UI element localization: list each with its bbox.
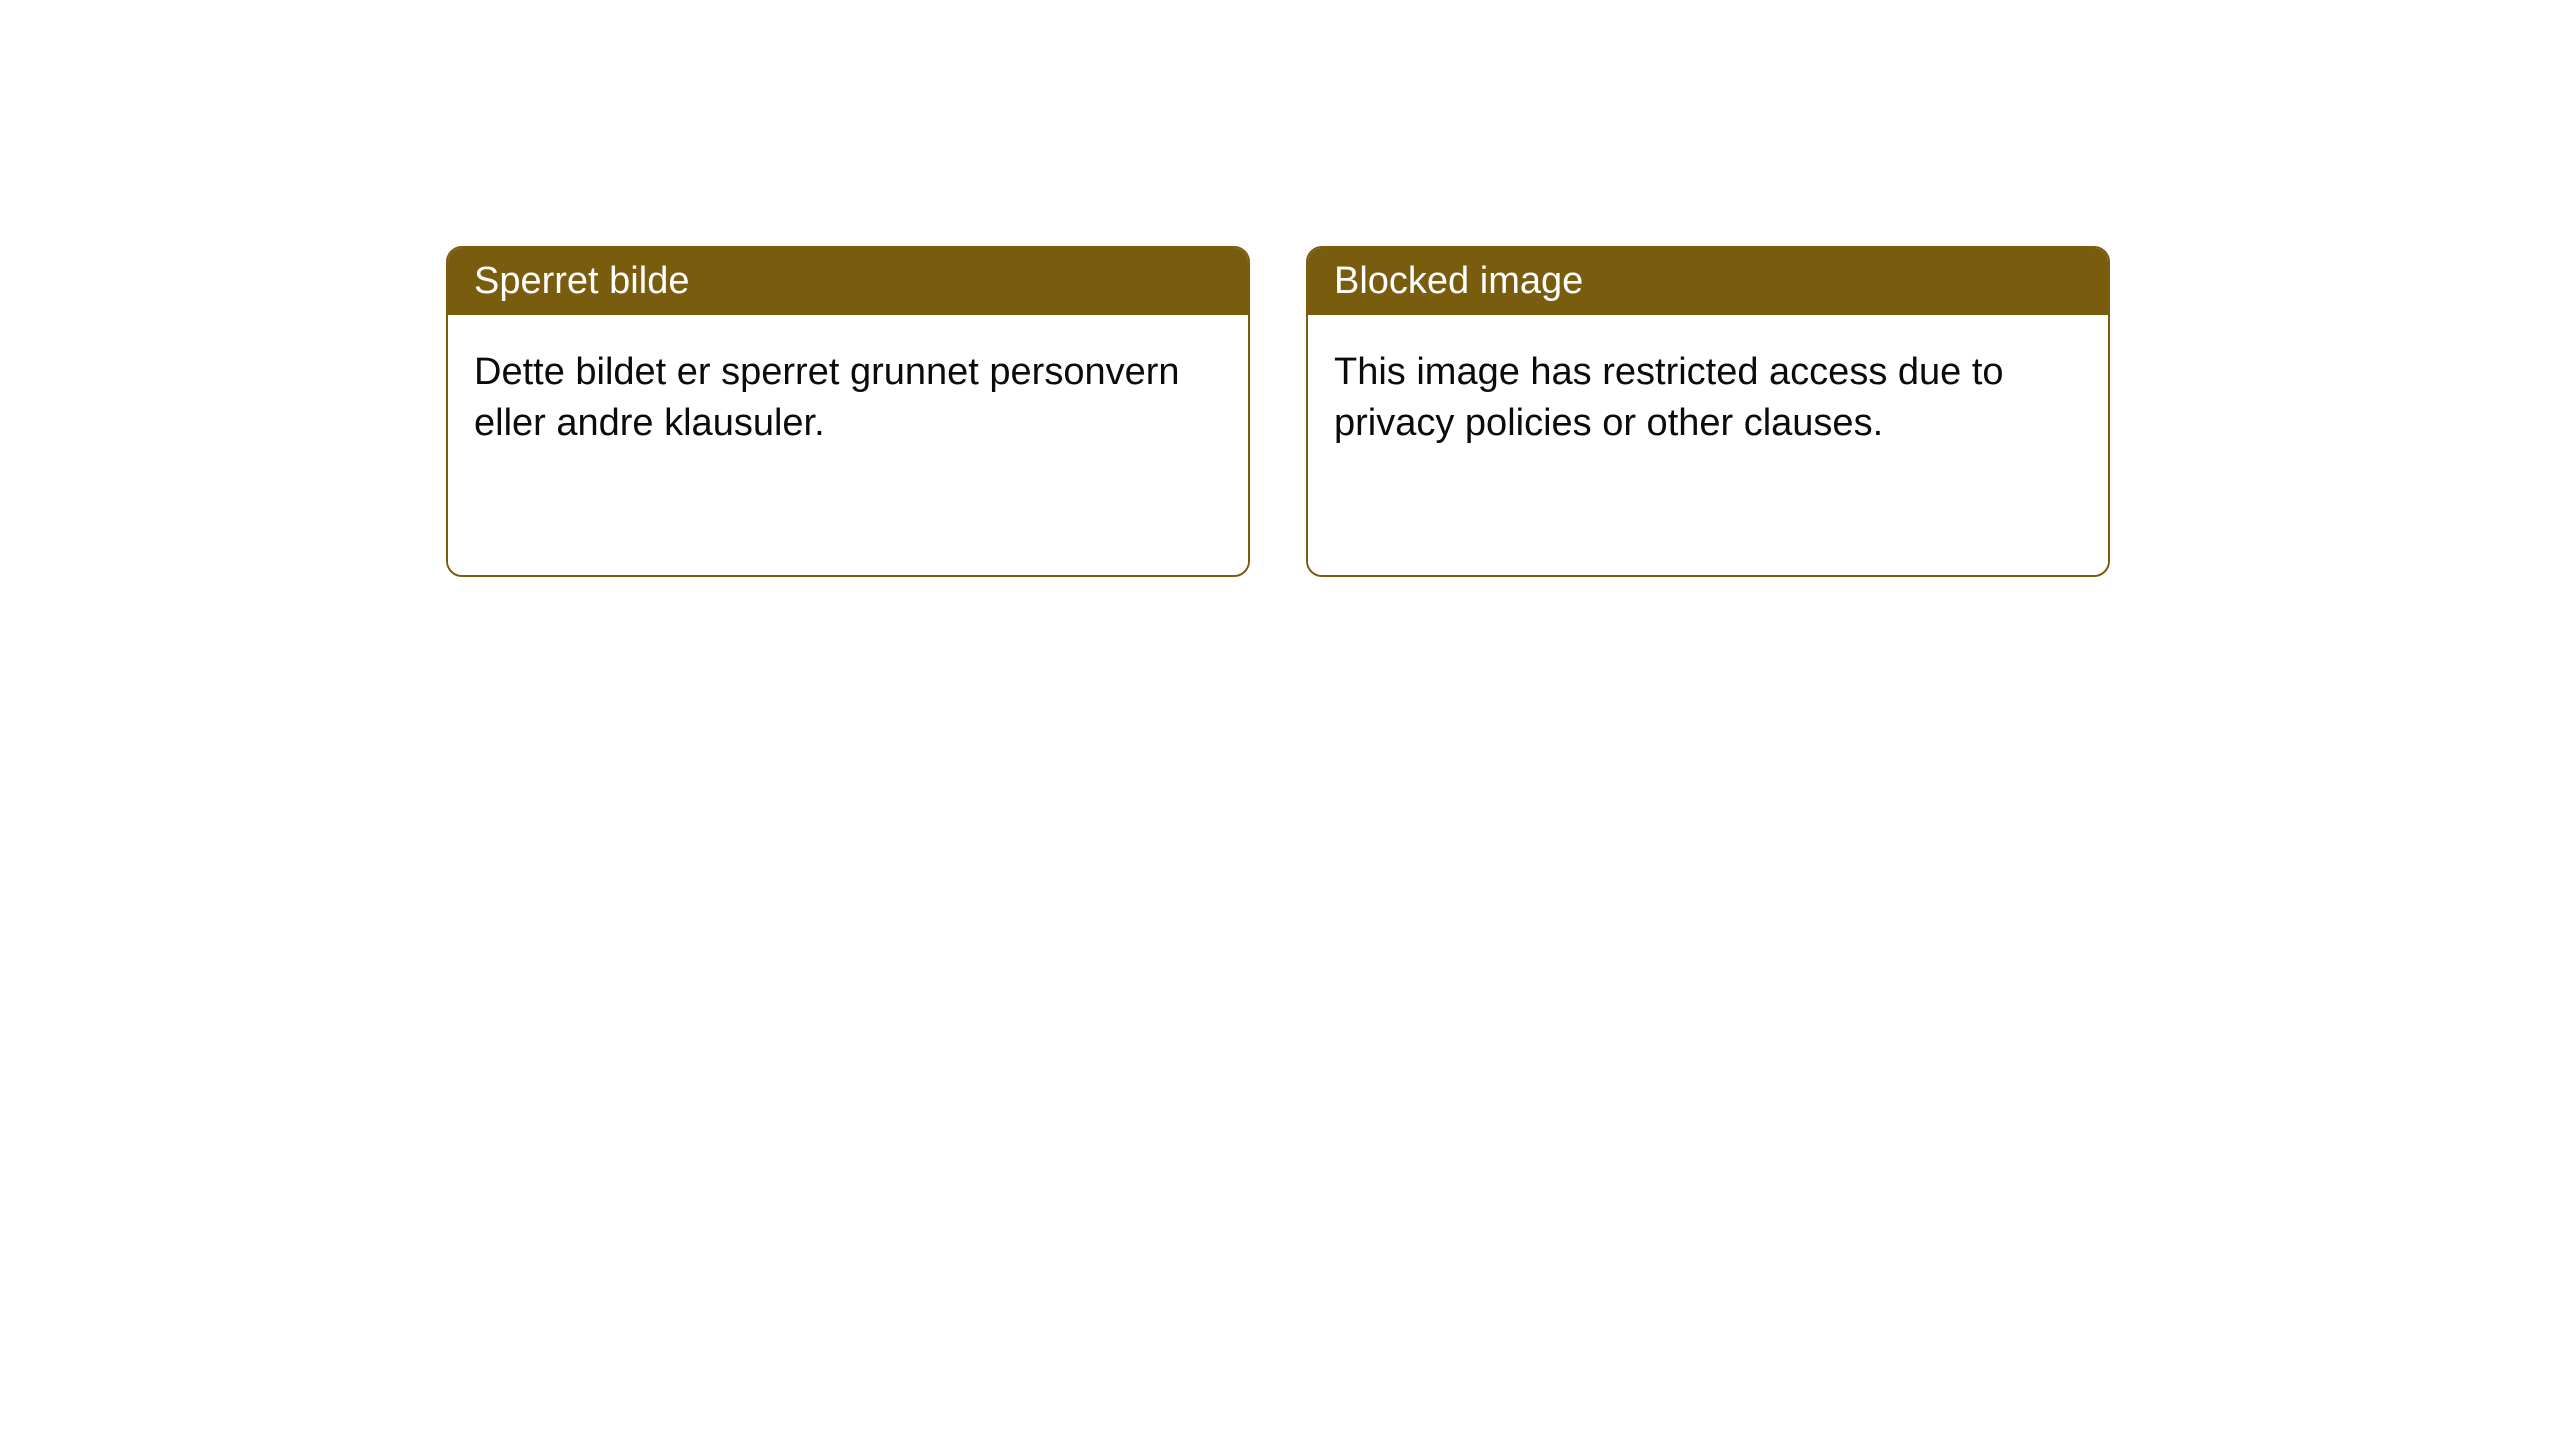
card-header: Sperret bilde <box>448 248 1248 315</box>
card-title: Blocked image <box>1334 260 1583 302</box>
notice-card-english: Blocked image This image has restricted … <box>1306 246 2110 577</box>
card-body-text: This image has restricted access due to … <box>1334 351 2004 444</box>
card-title: Sperret bilde <box>474 260 689 302</box>
notice-card-norwegian: Sperret bilde Dette bildet er sperret gr… <box>446 246 1250 577</box>
card-header: Blocked image <box>1308 248 2108 315</box>
notice-container: Sperret bilde Dette bildet er sperret gr… <box>0 0 2560 577</box>
card-body: Dette bildet er sperret grunnet personve… <box>448 315 1248 575</box>
card-body-text: Dette bildet er sperret grunnet personve… <box>474 351 1180 444</box>
card-body: This image has restricted access due to … <box>1308 315 2108 575</box>
